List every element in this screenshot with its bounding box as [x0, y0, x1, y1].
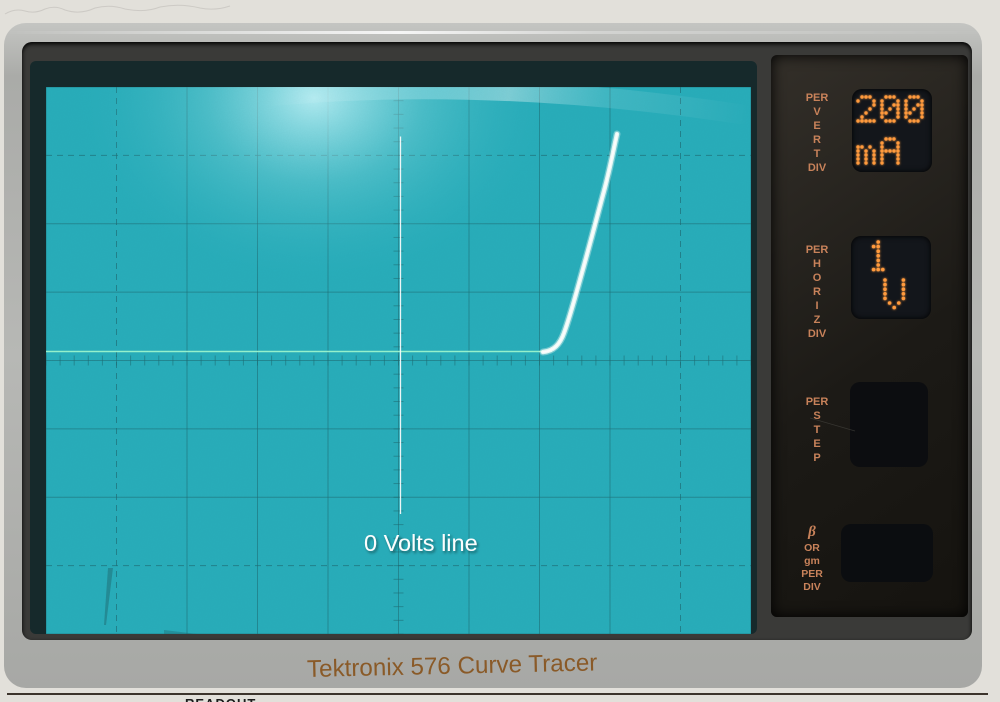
svg-text:0 Volts line: 0 Volts line	[364, 530, 478, 556]
